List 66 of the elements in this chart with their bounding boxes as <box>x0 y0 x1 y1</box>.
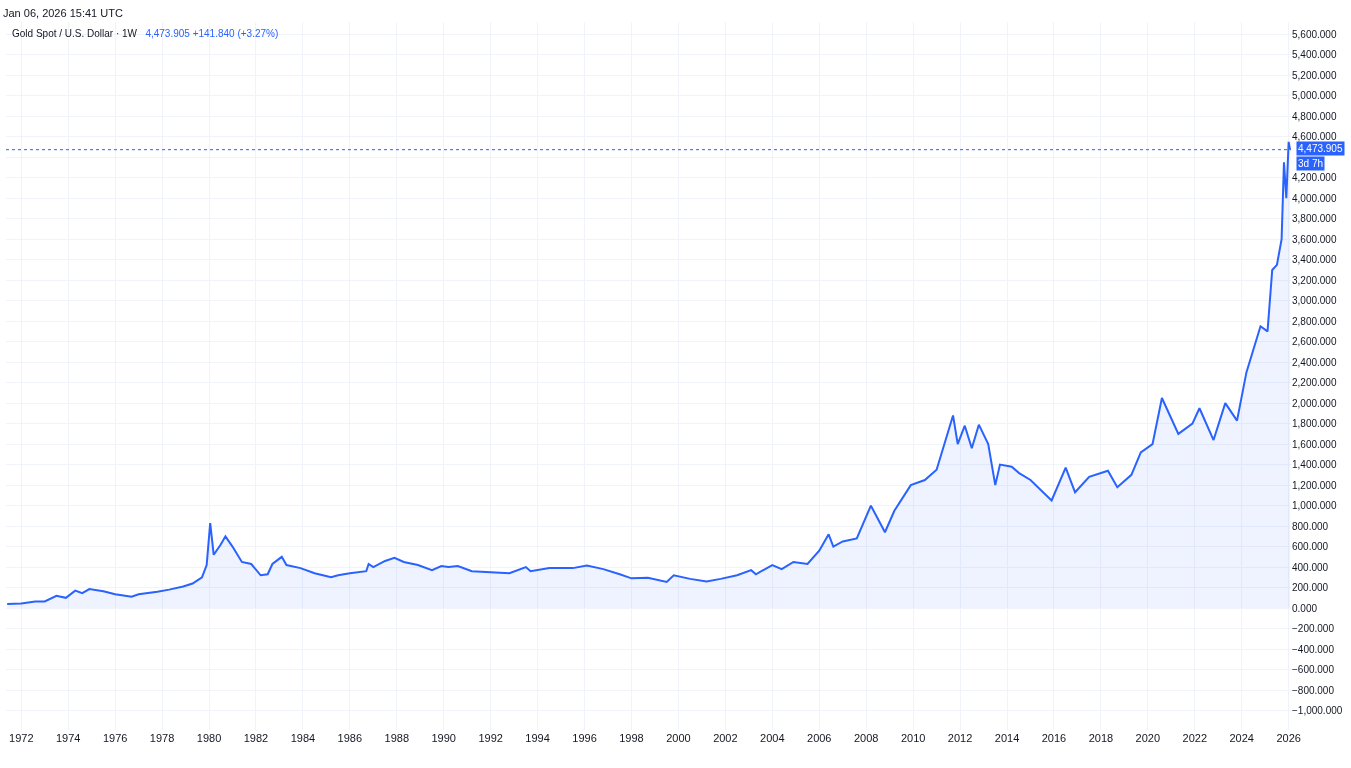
y-tick-label: 2,000.000 <box>1292 397 1337 409</box>
ref-line-label: 4,473.905 <box>1298 143 1343 154</box>
x-tick-label: 1974 <box>55 732 81 744</box>
x-tick-label: 1990 <box>431 732 456 744</box>
x-tick-label: 1976 <box>102 732 128 744</box>
text: Gold Spot / U.S. Dollar · 1W <box>12 28 138 39</box>
x-tick-label: 2002 <box>713 732 738 744</box>
y-tick-label: −200.000 <box>1292 623 1335 635</box>
text: 3d 7h <box>1298 158 1324 169</box>
y-tick-label: 2,600.000 <box>1292 336 1337 348</box>
x-tick-label: 1986 <box>337 732 363 744</box>
x-tick-label: 1984 <box>290 732 316 744</box>
y-tick-label: 200.000 <box>1292 582 1329 594</box>
x-tick-label: 2012 <box>947 732 973 744</box>
x-tick-label: 1980 <box>196 732 222 744</box>
x-tick-label: 2004 <box>760 732 785 744</box>
x-tick-label: 2018 <box>1088 732 1114 744</box>
x-tick-label: 2020 <box>1135 732 1161 744</box>
x-tick-label: 2016 <box>1041 732 1067 744</box>
x-tick-label: 1978 <box>149 732 175 744</box>
x-tick-label: 1972 <box>9 732 34 744</box>
y-tick-label: 4,600.000 <box>1292 131 1337 143</box>
y-tick-label: 4,200.000 <box>1292 172 1337 184</box>
y-tick-label: 800.000 <box>1292 520 1329 532</box>
y-tick-label: 5,400.000 <box>1292 49 1337 61</box>
y-tick-label: 5,000.000 <box>1292 90 1337 102</box>
y-tick-label: 3,800.000 <box>1292 213 1337 225</box>
text: Jan 06, 2026 15:41 UTC <box>3 7 123 19</box>
x-tick-label: 1992 <box>478 732 503 744</box>
y-tick-label: 5,600.000 <box>1292 28 1337 40</box>
x-tick-label: 2026 <box>1276 732 1301 744</box>
y-tick-label: −600.000 <box>1292 664 1335 676</box>
y-tick-label: 1,600.000 <box>1292 438 1337 450</box>
x-tick-label: 1982 <box>243 732 269 744</box>
y-tick-label: 3,200.000 <box>1292 274 1337 286</box>
y-tick-label: 0.000 <box>1292 602 1318 614</box>
y-tick-label: 3,000.000 <box>1292 295 1337 307</box>
x-tick-label: 2014 <box>994 732 1020 744</box>
y-tick-label: −800.000 <box>1292 684 1335 696</box>
y-tick-label: 5,200.000 <box>1292 69 1337 81</box>
text: 4,473.905 +141.840 (+3.27%) <box>145 28 279 39</box>
y-tick-label: 1,800.000 <box>1292 418 1337 430</box>
y-tick-label: 1,200.000 <box>1292 479 1337 491</box>
x-tick-label: 1988 <box>384 732 410 744</box>
y-tick-label: 1,000.000 <box>1292 500 1337 512</box>
y-tick-label: 2,400.000 <box>1292 356 1337 368</box>
y-tick-label: 3,400.000 <box>1292 254 1337 266</box>
y-tick-label: 4,000.000 <box>1292 192 1337 204</box>
y-tick-label: 2,200.000 <box>1292 377 1337 389</box>
y-tick-label: 4,800.000 <box>1292 110 1337 122</box>
x-tick-label: 1994 <box>525 732 550 744</box>
y-tick-label: −400.000 <box>1292 643 1335 655</box>
x-tick-label: 2022 <box>1182 732 1208 744</box>
x-tick-label: 2008 <box>853 732 879 744</box>
x-tick-label: 2024 <box>1229 732 1254 744</box>
y-tick-label: 600.000 <box>1292 541 1329 553</box>
x-tick-label: 2006 <box>807 732 832 744</box>
y-tick-label: 3,600.000 <box>1292 233 1337 245</box>
x-tick-label: 2000 <box>666 732 691 744</box>
y-tick-label: 2,800.000 <box>1292 315 1337 327</box>
y-tick-label: 400.000 <box>1292 561 1329 573</box>
y-tick-label: 1,400.000 <box>1292 459 1337 471</box>
x-tick-label: 1998 <box>619 732 644 744</box>
x-tick-label: 2010 <box>900 732 926 744</box>
x-tick-label: 1996 <box>572 732 597 744</box>
y-tick-label: −1,000.000 <box>1292 705 1343 717</box>
